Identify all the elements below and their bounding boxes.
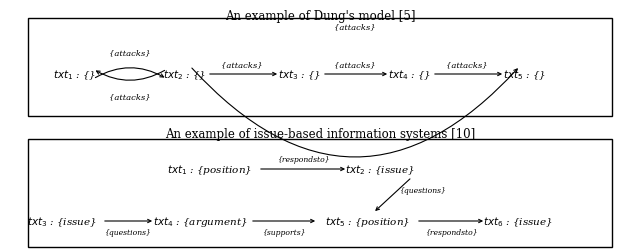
Text: {attacks}: {attacks} (221, 61, 263, 69)
Text: $txt_6$ : {issue}: $txt_6$ : {issue} (483, 214, 553, 228)
Text: {attacks}: {attacks} (109, 93, 151, 101)
Text: {attacks}: {attacks} (334, 61, 376, 69)
Text: {questions}: {questions} (399, 186, 447, 194)
Text: {respondsto}: {respondsto} (425, 228, 477, 236)
Text: An example of Dung's model [5]: An example of Dung's model [5] (225, 10, 415, 23)
Text: $txt_5$ : {}: $txt_5$ : {} (504, 68, 547, 81)
Text: $txt_3$ : {issue}: $txt_3$ : {issue} (27, 214, 97, 228)
Bar (28, 19, 612, 116)
Text: $txt_4$ : {}: $txt_4$ : {} (388, 68, 431, 81)
Bar (28, 139, 612, 247)
Text: {attacks}: {attacks} (109, 49, 151, 57)
Text: {respondsto}: {respondsto} (276, 155, 330, 163)
Text: $txt_3$ : {}: $txt_3$ : {} (278, 68, 322, 81)
Text: An example of issue-based information systems [10]: An example of issue-based information sy… (165, 128, 475, 140)
Text: {questions}: {questions} (104, 228, 152, 236)
Text: {attacks}: {attacks} (334, 23, 376, 31)
Text: $txt_5$ : {position}: $txt_5$ : {position} (325, 214, 411, 228)
Text: $txt_2$ : {issue}: $txt_2$ : {issue} (345, 163, 415, 176)
Text: $txt_1$ : {position}: $txt_1$ : {position} (168, 162, 253, 176)
Text: {attacks}: {attacks} (446, 61, 488, 69)
Text: {supports}: {supports} (262, 228, 306, 236)
Text: $txt_4$ : {argument}: $txt_4$ : {argument} (153, 214, 247, 228)
Text: $txt_2$ : {}: $txt_2$ : {} (163, 68, 207, 81)
Text: $txt_1$ : {}: $txt_1$ : {} (53, 68, 97, 81)
